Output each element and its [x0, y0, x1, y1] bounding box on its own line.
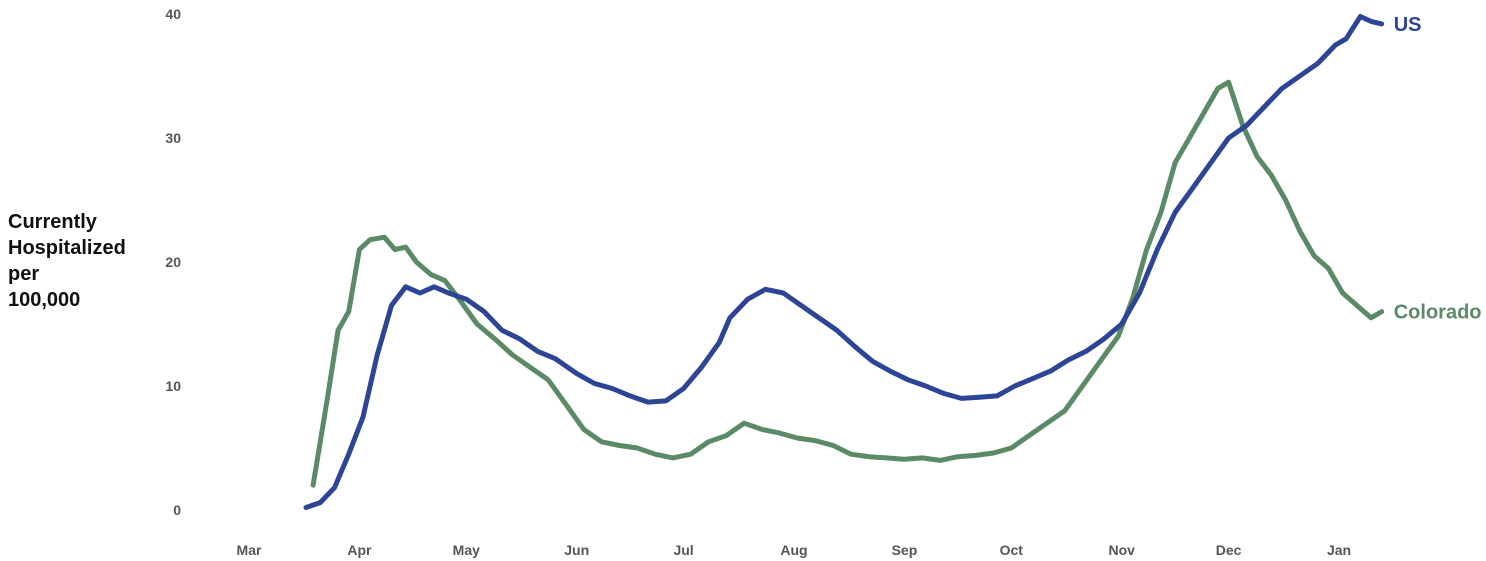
series-label-us: US	[1394, 14, 1422, 36]
y-tick-label: 0	[173, 502, 181, 518]
series-lines	[303, 14, 1385, 510]
x-tick-label: Oct	[1000, 542, 1024, 558]
y-axis-label-line: 100,000	[8, 289, 80, 311]
y-tick-label: 10	[165, 378, 181, 394]
x-tick-label: Nov	[1108, 542, 1135, 558]
y-tick-label: 20	[165, 254, 181, 270]
y-axis-label-text: Currently Hospitalized per 100,000	[8, 211, 126, 311]
x-tick-label: May	[453, 542, 480, 558]
series-line-colorado	[310, 79, 1385, 488]
y-tick-label: 40	[165, 6, 181, 22]
x-tick-label: Jan	[1327, 542, 1351, 558]
x-tick-label: Jul	[673, 542, 693, 558]
y-tick-label: 30	[165, 130, 181, 146]
x-tick-label: Dec	[1216, 542, 1242, 558]
x-tick-label: Apr	[347, 542, 372, 558]
y-axis-ticks: 0 10 20 30 40	[165, 6, 181, 518]
y-axis-label: Currently Hospitalized per 100,000	[8, 211, 126, 311]
series-line-us	[303, 14, 1385, 510]
x-axis-ticks: Mar Apr May Jun Jul Aug Sep Oct Nov Dec Jan	[237, 542, 1352, 558]
x-tick-label: Aug	[780, 542, 807, 558]
x-tick-label: Mar	[237, 542, 262, 558]
y-axis-label-line: per	[8, 263, 39, 285]
series-labels: US Colorado	[1394, 14, 1482, 324]
y-axis-label-line: Currently	[8, 211, 98, 233]
series-label-colorado: Colorado	[1394, 302, 1482, 324]
x-tick-label: Jun	[564, 542, 589, 558]
x-tick-label: Sep	[892, 542, 918, 558]
y-axis-label-line: Hospitalized	[8, 237, 126, 259]
